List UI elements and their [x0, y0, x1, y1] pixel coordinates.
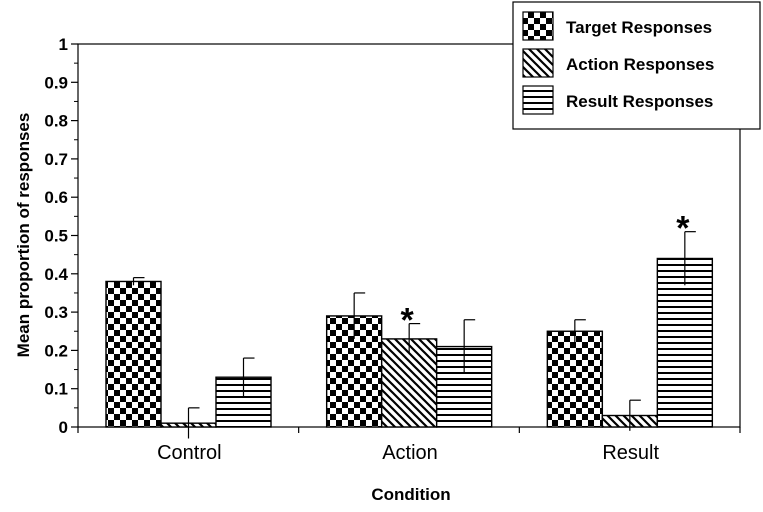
x-tick-label: Action	[382, 442, 438, 464]
y-tick-label: 1	[59, 35, 68, 54]
legend-box	[512, 1, 761, 130]
x-tick-label: Result	[602, 442, 659, 464]
legend: Target Responses Action Responses Result R…	[512, 1, 761, 130]
bar	[656, 257, 714, 428]
significance-star: *	[676, 210, 690, 248]
legend-label: Target Responses	[566, 18, 712, 37]
legend-swatch	[522, 48, 554, 78]
y-tick-label: 0.1	[44, 380, 68, 399]
legend-label: Result Responses	[566, 92, 713, 111]
y-tick-label: 0	[59, 418, 68, 437]
bar	[105, 280, 162, 428]
bar	[546, 330, 604, 428]
bar	[380, 338, 438, 428]
y-axis: 0 0.1 0.2 0.3 0.4 0.5 0.6 0.7 0.8 0.9 1	[44, 35, 78, 437]
y-tick-label: 0.7	[44, 150, 68, 169]
bars	[105, 231, 714, 439]
y-tick-label: 0.3	[44, 303, 68, 322]
legend-swatch	[522, 11, 554, 41]
x-axis-title: Condition	[371, 485, 450, 504]
x-axis: Control Action Result	[77, 427, 741, 464]
significance-star: *	[401, 302, 415, 340]
y-tick-label: 0.9	[44, 73, 68, 92]
legend-label: Action Responses	[566, 55, 714, 74]
legend-swatch	[522, 85, 554, 115]
y-tick-label: 0.4	[44, 265, 68, 284]
y-axis-title: Mean proportion of responses	[14, 113, 33, 358]
y-tick-label: 0.6	[44, 188, 68, 207]
y-tick-label: 0.8	[44, 112, 68, 131]
significance-annotations: **	[401, 210, 691, 340]
x-tick-label: Control	[157, 442, 221, 464]
y-tick-label: 0.2	[44, 341, 68, 360]
y-tick-label: 0.5	[44, 227, 68, 246]
